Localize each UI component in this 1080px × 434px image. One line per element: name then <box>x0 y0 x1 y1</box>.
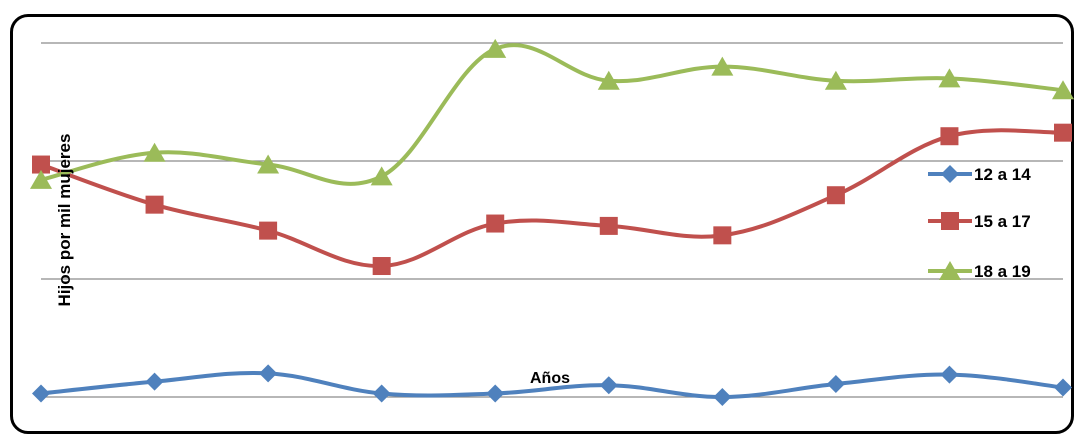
legend-item: 15 a 17 <box>928 212 1031 231</box>
series-3 <box>30 38 1074 189</box>
y-axis-label: Hijos por mil mujeres <box>55 134 74 307</box>
data-point-marker <box>599 376 618 395</box>
data-point-marker <box>597 70 620 90</box>
data-point-marker <box>257 154 280 174</box>
data-point-marker <box>1054 378 1072 397</box>
data-point-marker <box>940 365 959 384</box>
legend-marker <box>941 212 959 230</box>
data-point-marker <box>370 166 393 186</box>
data-point-marker <box>145 372 164 391</box>
data-point-marker <box>486 214 505 233</box>
data-point-marker <box>372 384 391 403</box>
legend-label: 18 a 19 <box>974 262 1031 281</box>
legend-item: 18 a 19 <box>928 261 1031 281</box>
data-point-marker <box>259 221 278 240</box>
series-line <box>40 128 1064 269</box>
legend-item: 12 a 14 <box>928 165 1031 184</box>
data-point-marker <box>599 216 618 235</box>
data-point-marker <box>143 142 166 162</box>
legend-marker <box>939 261 961 280</box>
legend-marker <box>941 165 959 183</box>
data-point-marker <box>372 257 391 276</box>
chart-frame <box>10 14 1074 434</box>
data-point-marker <box>259 364 278 383</box>
data-point-marker <box>484 38 507 58</box>
series-line <box>40 43 1064 186</box>
data-point-marker <box>145 195 164 214</box>
data-point-marker <box>713 388 732 406</box>
data-point-marker <box>486 384 505 403</box>
data-point-marker <box>711 56 734 76</box>
data-point-marker <box>713 226 732 245</box>
data-point-marker <box>32 155 50 174</box>
data-point-marker <box>824 70 847 90</box>
line-chart: 12 a 14 15 a 17 18 a 19 Hijos por mil muje… <box>30 38 1074 406</box>
data-point-marker <box>1052 80 1074 100</box>
data-point-marker <box>30 169 52 189</box>
data-point-marker <box>32 384 50 403</box>
legend-label: 12 a 14 <box>974 165 1031 184</box>
data-point-marker <box>826 186 845 205</box>
series-2 <box>32 123 1072 276</box>
series-line <box>40 371 1064 400</box>
data-point-marker <box>1054 123 1072 142</box>
legend-label: 15 a 17 <box>974 212 1031 231</box>
gridlines <box>41 42 1063 398</box>
series-group <box>30 38 1074 406</box>
data-point-marker <box>938 68 961 88</box>
data-point-marker <box>940 127 959 146</box>
data-point-marker <box>826 375 845 394</box>
x-axis-label: Años <box>530 370 570 387</box>
series-1 <box>32 364 1072 406</box>
legend: 12 a 14 15 a 17 18 a 19 <box>928 165 1031 281</box>
